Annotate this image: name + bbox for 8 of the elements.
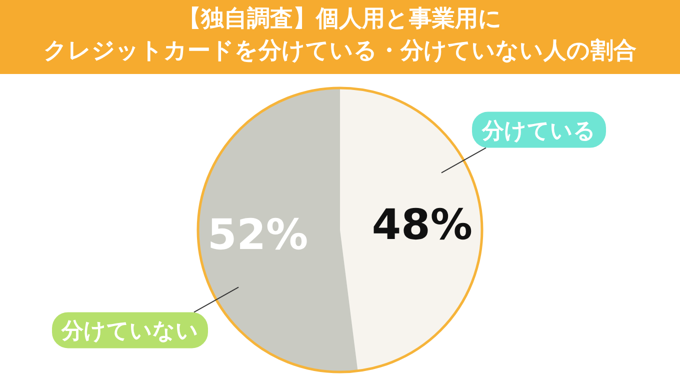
pie-slice [198, 88, 358, 372]
data-label: 48% [372, 200, 472, 249]
pie-slice [340, 88, 482, 371]
slice-label: 分けている [481, 118, 596, 144]
slice-label: 分けていない [60, 319, 198, 344]
chart-title: 【独自調査】個人用と事業用に [178, 6, 502, 32]
data-label: 52% [208, 210, 308, 260]
chart-subtitle: クレジットカードを分けている・分けていない人の割合 [44, 38, 636, 64]
